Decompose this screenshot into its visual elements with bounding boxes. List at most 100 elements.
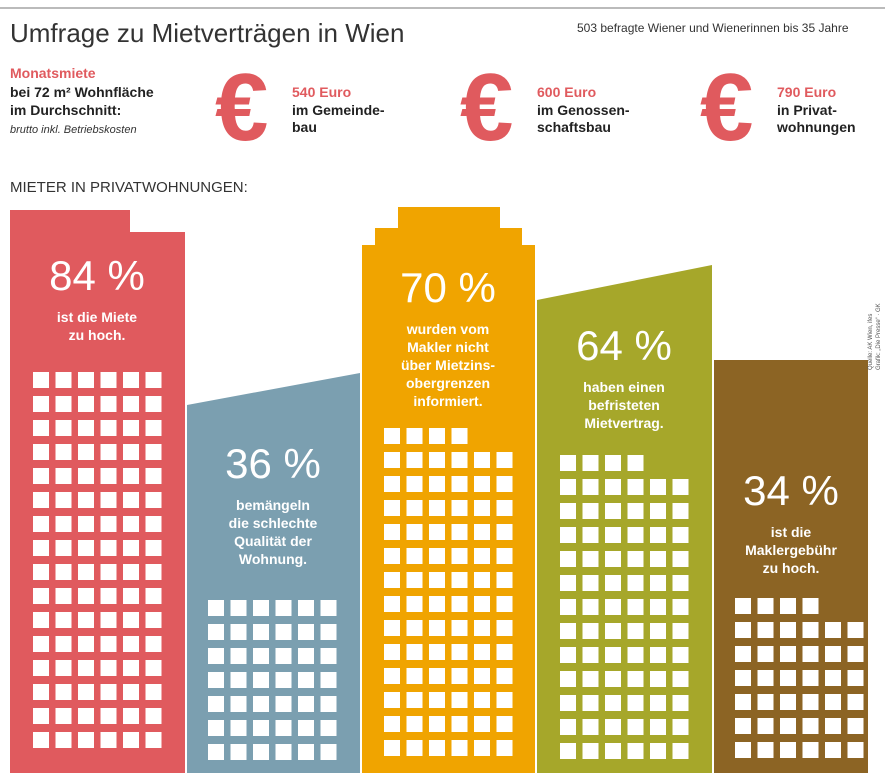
window: [605, 743, 621, 759]
window: [78, 372, 94, 388]
window: [253, 672, 269, 688]
window: [101, 396, 117, 412]
window: [780, 646, 796, 662]
percent: 36 %: [225, 440, 321, 487]
window: [146, 372, 162, 388]
window: [101, 684, 117, 700]
window: [650, 743, 666, 759]
window: [407, 500, 423, 516]
window: [628, 647, 644, 663]
building-line: ist die Miete: [57, 309, 137, 325]
window: [497, 668, 513, 684]
window: [407, 572, 423, 588]
building-line: befristeten: [588, 397, 660, 413]
window: [673, 479, 689, 495]
window: [208, 648, 224, 664]
building-line: die schlechte: [229, 515, 318, 531]
window: [735, 718, 751, 734]
window: [384, 572, 400, 588]
window: [101, 708, 117, 724]
window: [231, 696, 247, 712]
window: [452, 644, 468, 660]
window: [628, 455, 644, 471]
window: [650, 623, 666, 639]
window: [673, 695, 689, 711]
window: [497, 716, 513, 732]
source-line: Quelle: AK Wien, ifes: [868, 314, 874, 370]
building-line: zu hoch.: [69, 327, 126, 343]
window: [33, 540, 49, 556]
euro-symbol: €: [700, 54, 753, 161]
window: [803, 646, 819, 662]
rent-item-line: im Genossen-: [537, 102, 630, 118]
window: [560, 743, 576, 759]
window: [407, 644, 423, 660]
window: [146, 516, 162, 532]
window: [33, 636, 49, 652]
source-line: Grafik: „Die Presse“ · GK: [876, 303, 882, 370]
window: [123, 684, 139, 700]
window: [497, 572, 513, 588]
window: [452, 692, 468, 708]
window: [735, 670, 751, 686]
window: [735, 694, 751, 710]
window: [780, 694, 796, 710]
window: [78, 732, 94, 748]
window: [33, 492, 49, 508]
window: [605, 479, 621, 495]
window: [429, 428, 445, 444]
window: [452, 524, 468, 540]
window: [825, 718, 841, 734]
window: [758, 598, 774, 614]
window: [78, 540, 94, 556]
building: [187, 373, 360, 773]
window: [848, 670, 864, 686]
window: [825, 742, 841, 758]
window: [735, 622, 751, 638]
window: [650, 671, 666, 687]
window: [605, 719, 621, 735]
window: [497, 620, 513, 636]
window: [650, 647, 666, 663]
window: [605, 647, 621, 663]
euro-symbol: €: [460, 54, 513, 161]
window: [78, 420, 94, 436]
window: [758, 694, 774, 710]
building-line: Wohnung.: [239, 551, 307, 567]
window: [452, 476, 468, 492]
window: [497, 692, 513, 708]
window: [474, 644, 490, 660]
rent-amount: 600 Euro: [537, 84, 596, 100]
window: [78, 468, 94, 484]
window: [673, 503, 689, 519]
window: [123, 636, 139, 652]
window: [298, 600, 314, 616]
window: [848, 622, 864, 638]
window: [298, 624, 314, 640]
window: [429, 644, 445, 660]
window: [384, 716, 400, 732]
window: [560, 719, 576, 735]
window: [452, 428, 468, 444]
window: [384, 644, 400, 660]
window: [583, 671, 599, 687]
window: [452, 572, 468, 588]
window: [56, 396, 72, 412]
window: [735, 646, 751, 662]
window: [33, 468, 49, 484]
window: [673, 527, 689, 543]
window: [407, 668, 423, 684]
window: [231, 600, 247, 616]
window: [101, 492, 117, 508]
window: [605, 527, 621, 543]
window: [253, 648, 269, 664]
window: [146, 732, 162, 748]
window: [497, 596, 513, 612]
window: [560, 647, 576, 663]
window: [56, 588, 72, 604]
window: [146, 492, 162, 508]
window: [560, 527, 576, 543]
window: [452, 668, 468, 684]
window: [384, 668, 400, 684]
window: [123, 372, 139, 388]
